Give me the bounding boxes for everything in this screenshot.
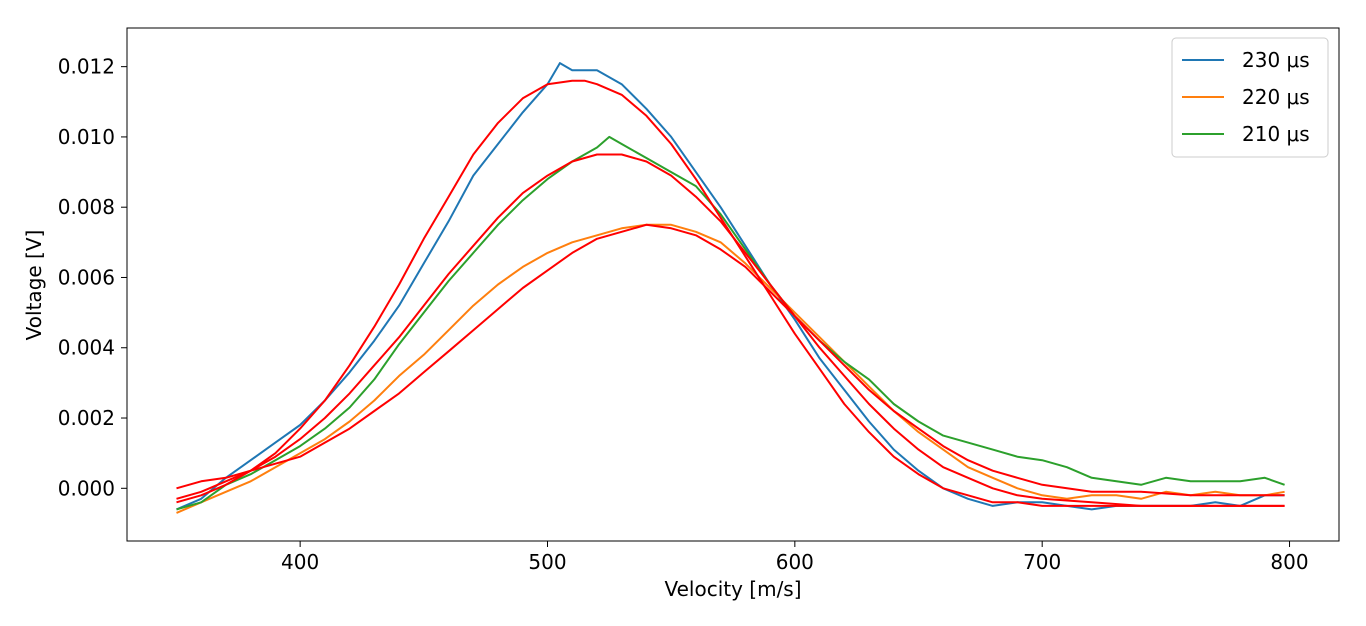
- fit-curve-1: [176, 153, 1285, 507]
- legend-frame: [1171, 37, 1329, 158]
- legend-label: 230 μs: [1242, 48, 1310, 72]
- x-tick-label: 600: [776, 550, 814, 574]
- y-axis-title: Voltage [V]: [22, 230, 46, 341]
- series-line-0: [176, 62, 1285, 511]
- y-tick-label: 0.010: [58, 125, 115, 149]
- fit-curve-0: [176, 79, 1285, 507]
- x-tick-label: 500: [528, 550, 566, 574]
- y-tick-label: 0.012: [58, 55, 115, 79]
- y-tick-label: 0.000: [58, 476, 115, 500]
- legend: 230 μs 220 μs 210 μs: [1171, 37, 1329, 158]
- legend-label: 220 μs: [1242, 85, 1310, 109]
- x-axis: 400 500 600 700 800: [281, 541, 1309, 574]
- fit-curve-2: [176, 223, 1285, 497]
- y-tick-label: 0.004: [58, 336, 115, 360]
- x-tick-label: 400: [281, 550, 319, 574]
- y-axis: 0.000 0.002 0.004 0.006 0.008 0.010 0.012: [58, 55, 127, 500]
- y-tick-label: 0.008: [58, 195, 115, 219]
- y-tick-label: 0.006: [58, 265, 115, 289]
- plot-frame: [126, 27, 1340, 542]
- series-line-2: [176, 135, 1285, 511]
- y-tick-label: 0.002: [58, 406, 115, 430]
- legend-label: 210 μs: [1242, 122, 1310, 146]
- x-tick-label: 700: [1023, 550, 1061, 574]
- fit-layer: [176, 79, 1285, 507]
- series-layer: [176, 62, 1285, 514]
- x-axis-title: Velocity [m/s]: [664, 577, 801, 601]
- series-line-1: [176, 223, 1285, 514]
- x-tick-label: 800: [1270, 550, 1308, 574]
